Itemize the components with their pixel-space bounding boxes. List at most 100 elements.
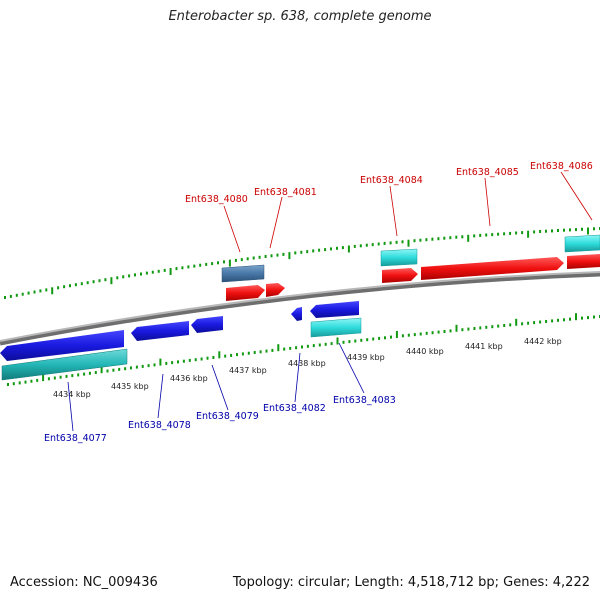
- reverse-minor-tick: [461, 328, 464, 332]
- scale-label-4437: 4437 kbp: [229, 366, 267, 375]
- forward-minor-tick: [33, 290, 36, 294]
- forward-minor-tick: [45, 288, 48, 292]
- reverse-major-tick: [159, 358, 162, 366]
- forward-minor-tick: [258, 255, 261, 259]
- forward-minor-tick: [264, 255, 267, 258]
- forward-minor-tick: [563, 228, 565, 232]
- forward-minor-tick: [312, 249, 315, 253]
- forward-minor-tick: [401, 240, 404, 244]
- feature-teal-4077[interactable]: [1, 348, 128, 381]
- forward-minor-tick: [377, 242, 380, 246]
- forward-minor-tick: [353, 244, 356, 248]
- forward-major-tick: [51, 287, 54, 295]
- forward-minor-tick: [92, 280, 95, 284]
- gene-arrow-4078[interactable]: [131, 321, 189, 341]
- reverse-minor-tick: [241, 352, 244, 356]
- label-4086[interactable]: Ent638_4086: [530, 161, 593, 172]
- reverse-minor-tick: [419, 332, 422, 336]
- reverse-minor-tick: [557, 318, 559, 322]
- reverse-minor-tick: [378, 336, 381, 340]
- scale-label-4435: 4435 kbp: [111, 382, 149, 391]
- reverse-minor-tick: [551, 319, 554, 323]
- feature-cyan-4084[interactable]: [380, 248, 418, 267]
- forward-minor-tick: [557, 229, 559, 232]
- reverse-minor-tick: [533, 321, 536, 325]
- forward-minor-tick: [294, 251, 297, 255]
- reverse-major-tick: [336, 337, 339, 345]
- reverse-minor-tick: [407, 333, 410, 337]
- forward-minor-tick: [461, 235, 464, 239]
- gene-arrow-4083[interactable]: [310, 301, 359, 318]
- feature-cyan-4083[interactable]: [310, 317, 362, 338]
- reverse-minor-tick: [247, 351, 250, 355]
- reverse-minor-tick: [348, 340, 351, 344]
- label-4084[interactable]: Ent638_4084: [360, 175, 423, 186]
- forward-minor-tick: [128, 274, 131, 278]
- gene-arrow-4077[interactable]: [0, 330, 124, 361]
- forward-minor-tick: [383, 241, 386, 245]
- reverse-minor-tick: [147, 364, 150, 368]
- gene-arrow-4079[interactable]: [191, 316, 223, 333]
- label-4078[interactable]: Ent638_4078: [128, 420, 191, 431]
- forward-minor-tick: [485, 233, 488, 237]
- gene-arrow-4085[interactable]: [421, 257, 564, 280]
- forward-minor-tick: [365, 243, 368, 247]
- gene-arrow-4080[interactable]: [226, 285, 265, 301]
- reverse-minor-tick: [24, 380, 27, 384]
- forward-minor-tick: [282, 252, 285, 256]
- gene-arrow-4086[interactable]: [567, 254, 600, 269]
- reverse-major-tick: [515, 318, 518, 326]
- forward-minor-tick: [234, 258, 237, 262]
- forward-minor-tick: [193, 264, 196, 268]
- feature-steel-4080[interactable]: [221, 264, 265, 283]
- forward-minor-tick: [593, 227, 595, 231]
- scale-labels: 4434 kbp 4435 kbp 4436 kbp 4437 kbp 4438…: [53, 337, 562, 399]
- forward-minor-tick: [491, 233, 494, 237]
- forward-minor-tick: [437, 237, 440, 241]
- reverse-minor-tick: [118, 367, 121, 371]
- label-4079[interactable]: Ent638_4079: [196, 411, 259, 422]
- leader-line-4083: [338, 342, 365, 394]
- reverse-minor-tick: [77, 373, 80, 377]
- reverse-major-tick: [575, 313, 577, 321]
- reverse-minor-tick: [497, 324, 500, 328]
- feature-cyan-4086[interactable]: [564, 234, 600, 253]
- reverse-minor-tick: [253, 351, 256, 354]
- gene-arrow-4084[interactable]: [382, 268, 418, 283]
- forward-minor-tick: [569, 228, 571, 232]
- reverse-major-tick: [395, 331, 398, 338]
- reverse-minor-tick: [509, 323, 512, 327]
- label-4080[interactable]: Ent638_4080: [185, 194, 248, 205]
- reverse-minor-tick: [431, 331, 434, 335]
- scale-label-4442: 4442 kbp: [524, 337, 562, 346]
- forward-minor-tick: [27, 291, 30, 295]
- label-4077[interactable]: Ent638_4077: [44, 433, 107, 444]
- label-4083[interactable]: Ent638_4083: [333, 395, 396, 406]
- forward-major-tick: [407, 239, 410, 247]
- reverse-features: [0, 301, 362, 381]
- reverse-minor-tick: [366, 338, 369, 342]
- label-4085[interactable]: Ent638_4085: [456, 167, 519, 178]
- gene-arrow-4082[interactable]: [291, 307, 302, 321]
- label-4081[interactable]: Ent638_4081: [254, 187, 317, 198]
- label-4082[interactable]: Ent638_4082: [263, 403, 326, 414]
- reverse-minor-tick: [545, 320, 548, 323]
- forward-minor-tick: [371, 243, 374, 247]
- forward-minor-tick: [575, 228, 577, 232]
- forward-minor-tick: [252, 256, 255, 260]
- forward-major-tick: [467, 234, 470, 242]
- reverse-minor-tick: [384, 336, 386, 340]
- forward-minor-tick: [140, 272, 142, 276]
- forward-minor-tick: [276, 253, 279, 257]
- forward-minor-tick: [57, 286, 60, 290]
- reverse-tick-ring: [7, 313, 600, 386]
- forward-minor-tick: [4, 296, 6, 299]
- forward-minor-tick: [324, 248, 327, 252]
- reverse-minor-tick: [503, 324, 506, 327]
- reverse-labels: Ent638_4077 Ent638_4078 Ent638_4079 Ent6…: [44, 342, 396, 444]
- forward-minor-tick: [86, 281, 89, 285]
- forward-minor-tick: [163, 268, 166, 272]
- forward-minor-tick: [473, 234, 476, 238]
- gene-arrow-4081[interactable]: [266, 283, 285, 297]
- forward-minor-tick: [74, 283, 77, 287]
